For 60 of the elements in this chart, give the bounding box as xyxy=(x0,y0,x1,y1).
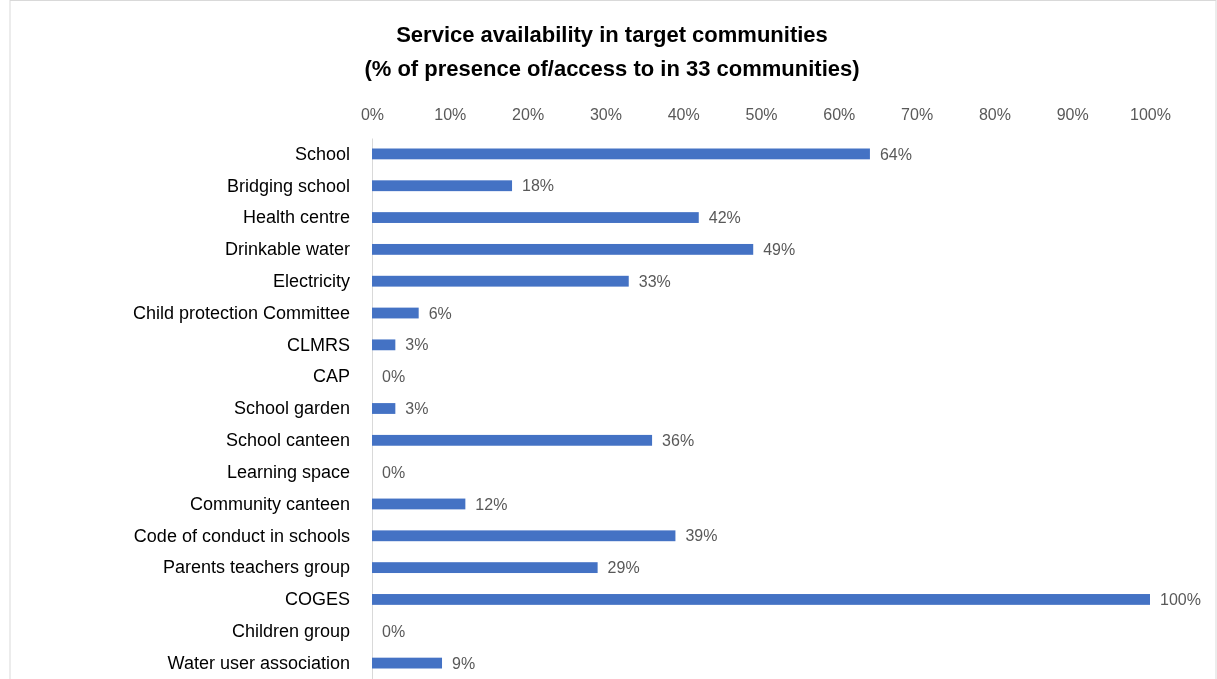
data-label: 49% xyxy=(763,240,796,258)
bar xyxy=(372,243,754,255)
data-label: 29% xyxy=(607,559,640,577)
x-tick-label: 20% xyxy=(512,106,545,123)
y-tick-label: CLMRS xyxy=(286,334,350,355)
bar xyxy=(372,498,466,510)
data-label: 3% xyxy=(405,400,429,418)
y-tick-label: School canteen xyxy=(225,430,350,451)
y-tick-label: COGES xyxy=(284,589,350,610)
data-label: 100% xyxy=(1160,591,1201,609)
y-tick-label: Community canteen xyxy=(189,493,350,514)
bar xyxy=(372,180,513,192)
y-tick-label: Electricity xyxy=(272,270,350,291)
y-tick-label: Code of conduct in schools xyxy=(133,525,350,546)
x-tick-label: 30% xyxy=(589,106,622,123)
y-tick-label: Health centre xyxy=(242,207,350,228)
data-label: 3% xyxy=(405,336,429,354)
y-tick-label: Bridging school xyxy=(226,175,350,196)
x-tick-label: 10% xyxy=(434,106,467,123)
data-label: 18% xyxy=(522,177,555,195)
bar xyxy=(372,275,629,287)
x-tick-label: 60% xyxy=(823,106,856,123)
y-tick-label: Child protection Committee xyxy=(132,302,350,323)
data-label: 33% xyxy=(638,272,671,290)
data-label: 6% xyxy=(428,304,452,322)
data-label: 0% xyxy=(382,622,406,640)
y-tick-label: Children group xyxy=(231,621,350,642)
y-tick-label: Parents teachers group xyxy=(162,557,350,578)
x-tick-label: 100% xyxy=(1130,106,1171,123)
bar xyxy=(372,307,419,319)
data-label: 39% xyxy=(685,527,718,545)
data-label: 9% xyxy=(452,654,476,672)
bar xyxy=(372,212,699,223)
bar xyxy=(372,403,396,414)
bar xyxy=(372,434,653,446)
bar xyxy=(372,562,598,574)
bar xyxy=(372,594,1150,605)
x-tick-label: 0% xyxy=(360,106,385,123)
y-tick-label: School garden xyxy=(233,398,350,419)
data-label: 64% xyxy=(879,145,912,163)
bar xyxy=(372,148,870,160)
x-tick-label: 80% xyxy=(978,106,1011,123)
x-tick-label: 40% xyxy=(667,106,700,123)
data-label: 0% xyxy=(382,368,406,386)
x-tick-label: 50% xyxy=(745,106,778,123)
data-label: 42% xyxy=(708,209,741,227)
x-tick-label: 90% xyxy=(1056,106,1089,123)
data-label: 36% xyxy=(662,431,695,449)
x-tick-label: 70% xyxy=(901,106,934,123)
y-tick-label: Water user association xyxy=(167,652,350,673)
y-tick-label: CAP xyxy=(312,366,350,387)
bar xyxy=(372,657,443,669)
data-label: 0% xyxy=(382,463,406,481)
y-tick-label: Drinkable water xyxy=(224,239,350,260)
data-label: 12% xyxy=(475,495,508,513)
chart-title: Service availability in target communities (% of presence of/access to in 33 communities) xyxy=(364,22,860,81)
bar xyxy=(372,530,676,542)
y-tick-label: Learning space xyxy=(226,461,350,482)
bar xyxy=(372,339,396,351)
y-tick-label: School xyxy=(294,143,350,164)
